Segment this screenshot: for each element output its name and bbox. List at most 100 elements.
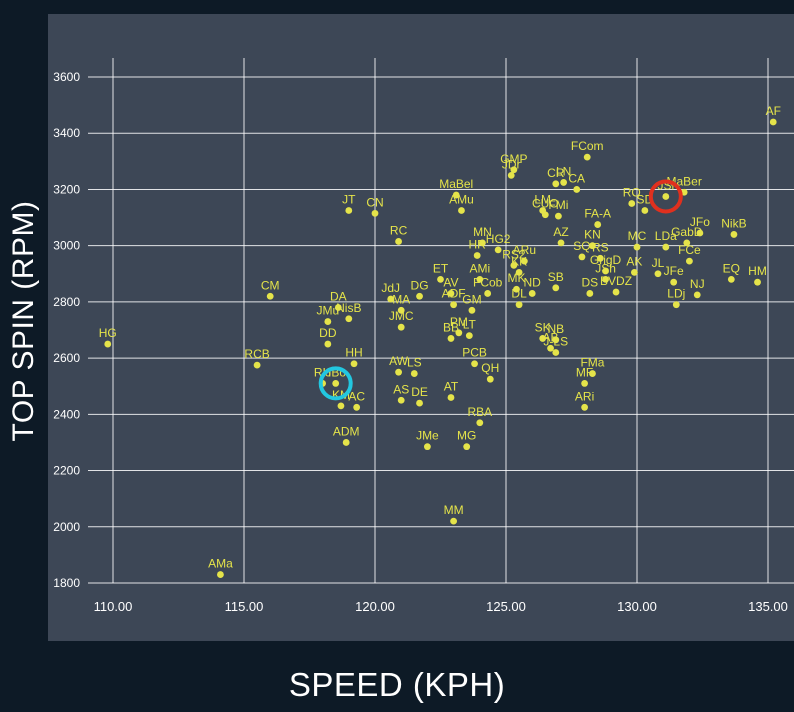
data-point: [458, 207, 465, 214]
point-label: ADM: [333, 424, 360, 438]
point-label: NJ: [690, 277, 705, 291]
point-label: DS: [582, 275, 599, 289]
data-point: [450, 301, 457, 309]
point-label: JMe: [416, 429, 439, 443]
data-point: [552, 349, 560, 356]
data-point: [447, 335, 455, 342]
highlight-rings: [318, 179, 683, 401]
point-label: KN: [584, 228, 601, 242]
data-point: [683, 239, 691, 247]
point-label: AF: [766, 104, 781, 118]
data-point: [324, 318, 332, 325]
point-label: JFe: [664, 264, 684, 278]
scatter-plot: 1800 2000 2200 2400 2600 2800 3000 3200 3400 3600…: [53, 58, 794, 614]
data-point: [395, 368, 402, 376]
data-point: [345, 207, 353, 214]
data-point: [455, 329, 463, 337]
point-label: CM: [261, 278, 280, 292]
data-point: [573, 186, 581, 193]
data-point: [342, 439, 350, 446]
data-point: [754, 278, 761, 286]
data-point: [528, 290, 536, 297]
point-label: BB: [443, 320, 459, 334]
point-label: AK: [626, 254, 642, 268]
point-label: DL: [511, 287, 527, 301]
point-label: SB: [548, 270, 564, 284]
data-point: [730, 231, 738, 238]
point-label: NB: [547, 322, 564, 336]
data-point: [515, 268, 523, 276]
point-label: RBA: [467, 405, 492, 419]
point-label: CN: [366, 195, 383, 209]
point-label: ARu: [513, 243, 536, 257]
data-point: [437, 276, 444, 283]
data-point: [602, 267, 609, 275]
point-label: J-LS: [543, 334, 568, 348]
point-label: JDr: [502, 157, 521, 171]
data-point: [662, 193, 670, 200]
data-point: [541, 211, 549, 219]
data-point: [486, 375, 494, 383]
y-axis-title-wrap: TOP SPIN (RPM): [0, 14, 48, 641]
point-label: CR: [547, 166, 565, 180]
x-tick-label: 135.00: [748, 599, 788, 614]
point-label: LT: [463, 318, 477, 332]
point-label: MG: [457, 429, 476, 443]
point-label: RCB: [244, 347, 269, 361]
point-label: AV: [443, 275, 458, 289]
point-label: KK: [511, 254, 527, 268]
y-tick-label: 2200: [53, 464, 80, 478]
data-point: [447, 394, 455, 401]
point-label: FCom: [571, 139, 604, 153]
data-point: [510, 261, 518, 269]
data-point: [596, 254, 604, 262]
point-label: HG2: [486, 232, 511, 246]
point-label: RS2: [502, 247, 526, 261]
point-label: LDj: [667, 287, 685, 301]
x-axis-title: SPEED (KPH): [288, 666, 506, 703]
data-point: [484, 290, 492, 297]
data-point: [586, 290, 594, 297]
point-label: SK: [535, 320, 551, 334]
data-point: [334, 304, 342, 311]
point-label: MK: [507, 271, 525, 285]
point-label: EQ: [723, 261, 740, 275]
point-label: MC: [628, 229, 647, 243]
point-label: CUO: [532, 197, 559, 211]
point-label: LDa: [655, 229, 677, 243]
data-point: [769, 118, 777, 126]
point-label: ADF: [442, 287, 466, 301]
data-point: [555, 212, 562, 220]
data-point: [424, 443, 431, 451]
data-point: [670, 278, 678, 286]
data-point: [630, 268, 638, 276]
data-point: [727, 276, 735, 283]
data-point: [672, 301, 680, 309]
data-point: [633, 243, 641, 251]
x-tick-label: 115.00: [225, 599, 264, 614]
point-label: NisB: [336, 301, 361, 315]
data-points: [104, 118, 777, 578]
point-label: JSh: [595, 261, 616, 275]
point-label: GM: [462, 292, 481, 306]
point-label: AC: [348, 389, 365, 403]
data-point: [578, 253, 586, 261]
x-tick-label: 120.00: [355, 599, 395, 614]
data-point: [452, 191, 460, 199]
point-label: ARi: [575, 389, 594, 403]
data-point: [217, 571, 224, 578]
point-label: HH: [345, 346, 362, 360]
point-label: HM: [748, 264, 767, 278]
data-point: [416, 292, 423, 300]
data-point: [450, 517, 457, 525]
point-label: AMi: [469, 261, 490, 275]
data-point: [410, 370, 418, 377]
data-point: [696, 229, 704, 237]
data-point: [589, 242, 596, 250]
point-label: HG: [99, 326, 117, 340]
data-point: [589, 370, 596, 377]
point-label: AT: [444, 379, 459, 393]
data-point: [494, 246, 502, 254]
point-label: MaBel: [439, 177, 473, 191]
data-point: [345, 315, 353, 323]
